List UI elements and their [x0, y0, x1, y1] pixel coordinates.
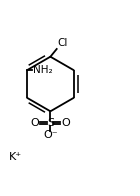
Text: NH₂: NH₂ — [33, 65, 52, 75]
Text: Cl: Cl — [57, 38, 68, 48]
Text: O⁻: O⁻ — [43, 130, 58, 140]
Text: S: S — [47, 118, 54, 128]
Text: O: O — [61, 118, 70, 128]
Text: O: O — [31, 118, 39, 128]
Text: K⁺: K⁺ — [8, 152, 22, 162]
